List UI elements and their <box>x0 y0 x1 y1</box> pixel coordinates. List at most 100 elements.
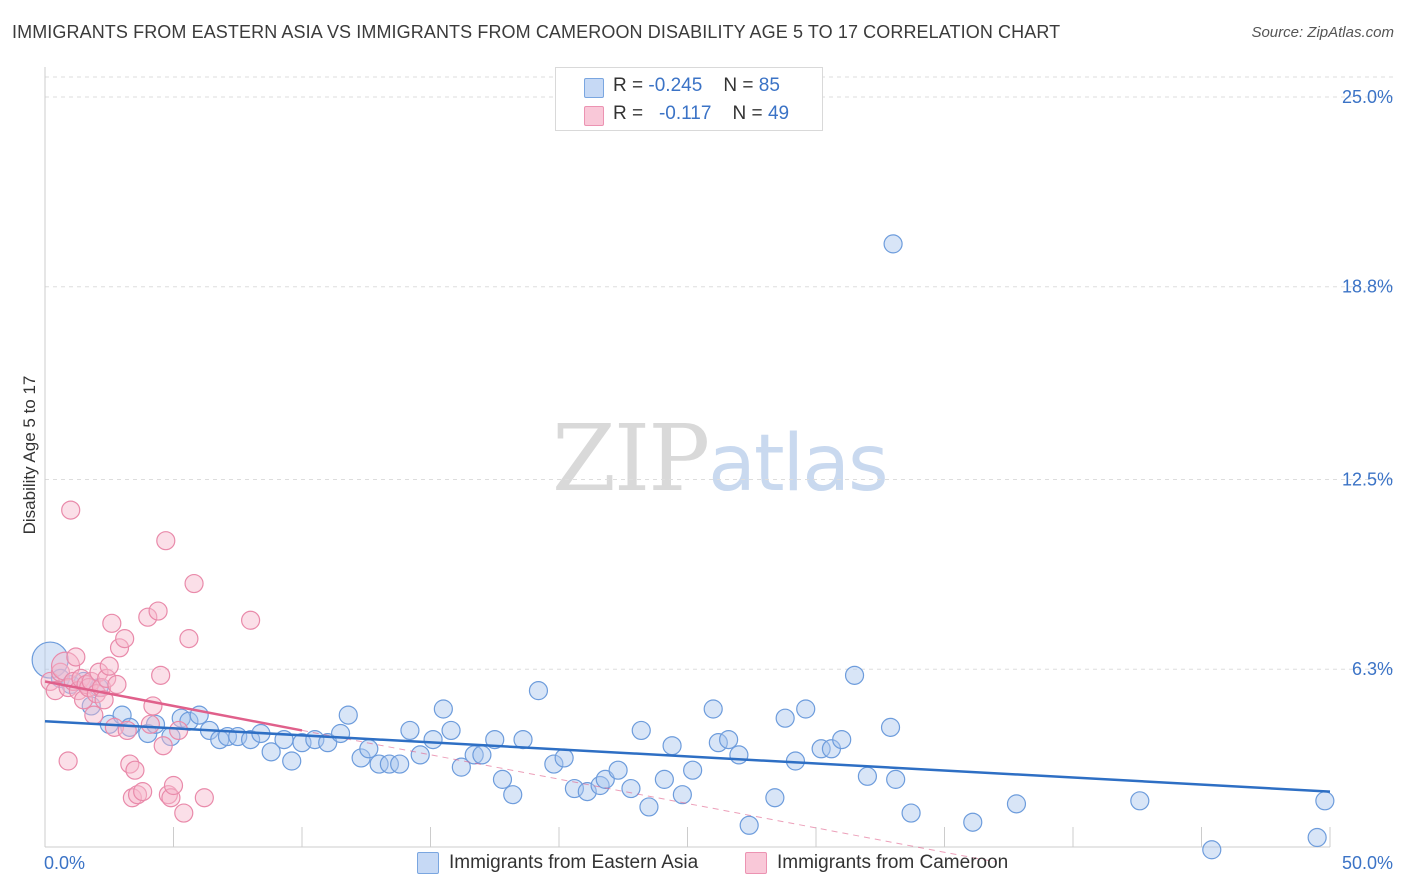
data-point-eastern-asia <box>608 760 628 780</box>
data-point-eastern-asia <box>379 754 399 774</box>
legend: Immigrants from Eastern Asia Immigrants … <box>0 852 1406 878</box>
data-point-eastern-asia <box>282 751 302 771</box>
data-point-eastern-asia <box>631 720 651 741</box>
data-point-cameroon <box>102 613 122 633</box>
data-point-cameroon <box>125 760 145 780</box>
stats-r-label: R = <box>613 103 644 124</box>
trend-lines <box>44 680 1331 863</box>
stats-r-value-cameroon: -0.117 <box>658 103 712 124</box>
data-point-eastern-asia <box>739 815 759 835</box>
series-cameroon <box>40 500 261 823</box>
trend-line-eastern-asia <box>44 719 1331 793</box>
data-point-eastern-asia <box>703 699 723 719</box>
watermark-zip: ZIP <box>552 405 710 512</box>
stats-n-label: N = <box>723 75 754 96</box>
data-point-cameroon <box>153 736 173 756</box>
data-point-eastern-asia <box>683 760 703 780</box>
data-point-cameroon <box>97 668 117 689</box>
data-point-eastern-asia <box>775 708 795 728</box>
data-point-cameroon <box>61 500 81 520</box>
grid-lines <box>45 76 1393 670</box>
legend-item-cameroon: Immigrants from Cameroon <box>745 852 1008 874</box>
legend-label-eastern-asia: Immigrants from Eastern Asia <box>449 852 699 873</box>
data-point-cameroon <box>241 610 261 630</box>
data-point-eastern-asia <box>886 769 906 789</box>
data-point-cameroon <box>174 803 194 823</box>
data-point-eastern-asia <box>423 729 443 750</box>
data-point-cameroon <box>158 785 178 805</box>
trend-line-cameroon <box>44 680 303 732</box>
data-point-eastern-asia <box>433 699 453 719</box>
source-credit: Source: ZipAtlas.com <box>1251 24 1394 41</box>
data-point-eastern-asia <box>472 745 492 765</box>
data-point-eastern-asia <box>338 705 358 725</box>
data-point-eastern-asia <box>662 736 682 756</box>
data-point-eastern-asia <box>832 729 852 750</box>
data-point-eastern-asia <box>796 699 816 719</box>
data-point-eastern-asia <box>963 812 983 832</box>
axes <box>44 67 1331 848</box>
y-tick-label: 12.5% <box>1342 470 1393 490</box>
data-point-cameroon <box>94 690 114 710</box>
data-point-eastern-asia <box>451 757 471 777</box>
data-point-eastern-asia <box>330 723 351 744</box>
data-point-cameroon <box>163 775 184 796</box>
data-point-eastern-asia <box>554 748 574 768</box>
stats-r-label: R = <box>613 75 644 96</box>
series-eastern-asia <box>31 234 1335 860</box>
stats-n-value-eastern-asia: 85 <box>758 75 780 96</box>
data-point-cameroon <box>66 647 86 667</box>
data-point-eastern-asia <box>639 797 659 817</box>
watermark-atlas: atlas <box>708 419 888 509</box>
data-point-cameroon <box>84 705 104 725</box>
data-point-eastern-asia <box>654 769 674 789</box>
data-point-cameroon <box>148 601 168 621</box>
data-point-eastern-asia <box>1006 794 1027 814</box>
stats-n-value-cameroon: 49 <box>767 103 790 124</box>
data-point-cameroon <box>169 720 189 741</box>
data-point-eastern-asia <box>857 766 878 786</box>
data-point-cameroon <box>127 785 148 805</box>
data-point-eastern-asia <box>811 739 831 759</box>
legend-label-cameroon: Immigrants from Cameroon <box>777 852 1009 873</box>
stats-n-label: N = <box>732 103 763 124</box>
trend-line-cameroon-extension <box>301 729 996 863</box>
tick-labels: 6.3% 12.5% 18.8% 25.0% 0.0% 50.0% <box>44 87 1393 873</box>
stats-r-value-eastern-asia: -0.245 <box>648 75 703 96</box>
x-tick-label: 50.0% <box>1342 853 1393 873</box>
data-point-eastern-asia <box>492 769 513 789</box>
stats-box: R = -0.245 N = 85 R = -0.117 N = 49 <box>555 67 823 131</box>
data-point-eastern-asia <box>719 729 739 750</box>
data-point-eastern-asia <box>369 754 389 774</box>
stats-swatch-cameroon <box>584 106 604 126</box>
watermark: ZIPatlas <box>552 405 889 512</box>
data-point-cameroon <box>161 788 181 808</box>
data-point-eastern-asia <box>441 720 461 741</box>
data-point-cameroon <box>99 656 119 676</box>
data-point-eastern-asia <box>1315 791 1335 811</box>
data-point-eastern-asia <box>590 775 610 796</box>
data-point-cameroon <box>179 629 199 649</box>
x-tick-label: 0.0% <box>44 853 85 873</box>
data-point-eastern-asia <box>621 778 641 799</box>
data-point-eastern-asia <box>544 754 564 774</box>
data-point-eastern-asia <box>410 745 430 765</box>
stats-row-cameroon: R = -0.117 N = 49 <box>556 101 822 129</box>
data-point-eastern-asia <box>400 720 420 741</box>
data-point-cameroon <box>156 531 176 551</box>
data-point-eastern-asia <box>261 742 281 762</box>
data-point-cameroon <box>151 665 171 685</box>
data-point-cameroon <box>89 662 109 682</box>
data-point-cameroon <box>115 629 135 649</box>
data-point-eastern-asia <box>729 745 749 765</box>
chart-title: IMMIGRANTS FROM EASTERN ASIA VS IMMIGRAN… <box>12 22 1061 42</box>
data-point-cameroon <box>50 651 81 681</box>
data-point-cameroon <box>194 788 214 808</box>
legend-swatch-eastern-asia <box>417 852 439 874</box>
data-point-eastern-asia <box>1202 840 1222 860</box>
data-point-eastern-asia <box>883 234 903 254</box>
data-point-cameroon <box>122 788 142 808</box>
stats-row-eastern-asia: R = -0.245 N = 85 <box>556 73 822 101</box>
data-point-eastern-asia <box>880 717 901 737</box>
